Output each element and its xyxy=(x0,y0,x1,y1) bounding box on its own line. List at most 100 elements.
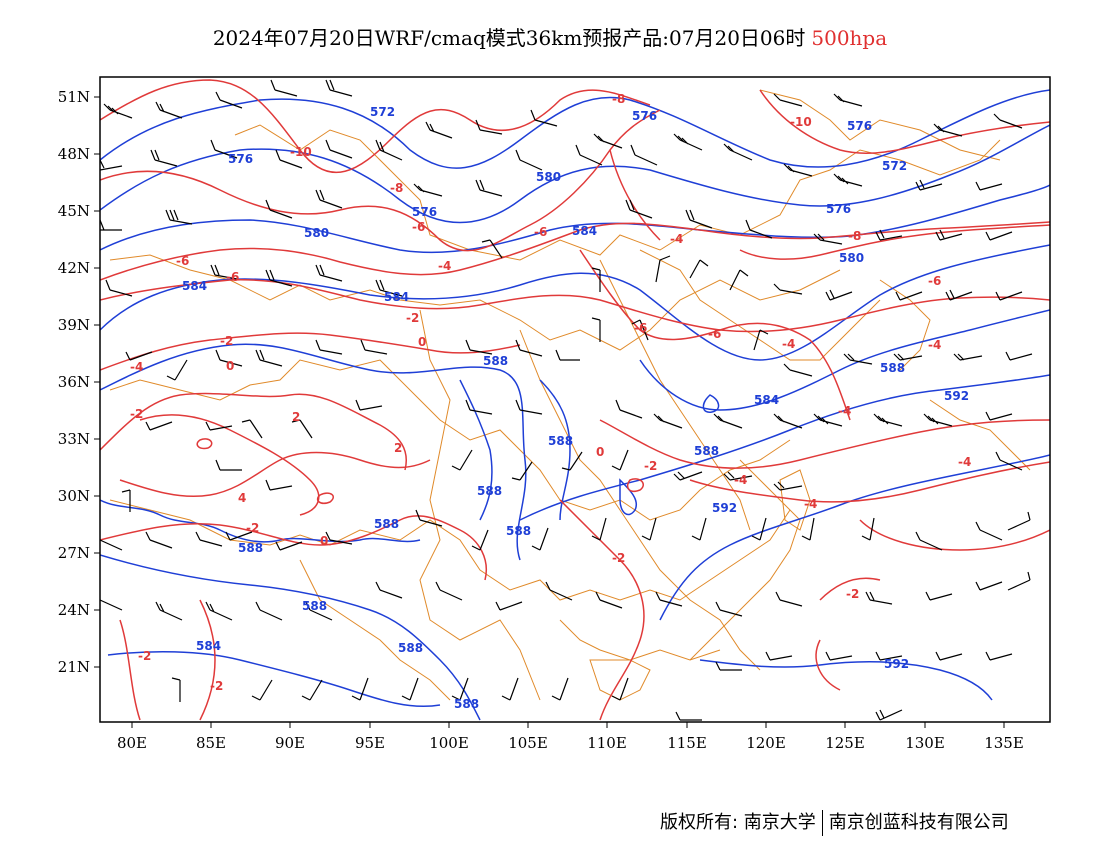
wind-barbs xyxy=(100,79,1033,721)
temp-label: 0 xyxy=(226,359,234,373)
temp-label: -4 xyxy=(734,473,747,487)
lat-label: 45N xyxy=(58,202,90,220)
height-label: 592 xyxy=(884,657,909,671)
lon-label: 100E xyxy=(429,734,469,752)
temp-label: -8 xyxy=(848,229,861,243)
height-label: 588 xyxy=(398,641,423,655)
temp-label: -2 xyxy=(846,587,859,601)
temp-label: -2 xyxy=(220,334,233,348)
temp-label: 2 xyxy=(292,410,300,424)
lat-label: 21N xyxy=(58,658,90,676)
temp-label: -2 xyxy=(130,407,143,421)
lon-label: 90E xyxy=(275,734,305,752)
height-label: 572 xyxy=(370,105,395,119)
temp-label: -2 xyxy=(406,311,419,325)
temp-label: -4 xyxy=(838,404,851,418)
temp-label: 4 xyxy=(238,491,246,505)
temp-label: -6 xyxy=(928,274,941,288)
temperature-contours xyxy=(100,79,1050,721)
lat-label: 30N xyxy=(58,487,90,505)
height-label: 592 xyxy=(944,389,969,403)
temperature-contour-labels: -10 -8 -6 -6 -4 -8 -6 -4 -2 0 -2 -4 -2 2… xyxy=(130,92,971,693)
temp-label: -4 xyxy=(804,497,817,511)
height-label: 588 xyxy=(302,599,327,613)
height-label: 584 xyxy=(384,290,409,304)
title-main: 2024年07月20日WRF/cmaq模式36km预报产品:07月20日06时 xyxy=(212,26,806,50)
temp-label: -2 xyxy=(210,679,223,693)
lat-label: 27N xyxy=(58,544,90,562)
map-frame xyxy=(99,76,1051,723)
lon-label: 135E xyxy=(984,734,1024,752)
height-label: 588 xyxy=(506,524,531,538)
lon-label: 110E xyxy=(587,734,627,752)
lon-label: 95E xyxy=(355,734,385,752)
height-label: 592 xyxy=(712,501,737,515)
lon-label: 125E xyxy=(825,734,865,752)
footer-divider xyxy=(821,810,823,836)
height-label: 584 xyxy=(196,639,221,653)
height-label: 580 xyxy=(304,226,329,240)
lat-label: 48N xyxy=(58,145,90,163)
temp-label: -4 xyxy=(438,259,451,273)
temp-label: -6 xyxy=(176,254,189,268)
height-contour-labels: 572 576 576 580 576 580 584 584 584 588 … xyxy=(182,105,969,711)
height-label: 584 xyxy=(572,224,597,238)
temp-label: -4 xyxy=(670,232,683,246)
temp-label: -8 xyxy=(612,92,625,106)
temp-label: -8 xyxy=(390,181,403,195)
lat-label: 51N xyxy=(58,88,90,106)
height-label: 588 xyxy=(548,434,573,448)
latitude-labels: 51N 48N 45N 42N 39N 36N 33N 30N 27N 24N … xyxy=(58,88,90,676)
height-label: 588 xyxy=(238,541,263,555)
copyright-owner: 版权所有: 南京大学 xyxy=(660,812,816,833)
map-title: 2024年07月20日WRF/cmaq模式36km预报产品:07月20日06时 5… xyxy=(0,22,1100,51)
longitude-labels: 80E 85E 90E 95E 100E 105E 110E 115E 120E… xyxy=(117,734,1024,752)
temp-label: -10 xyxy=(790,115,812,129)
temp-label: -6 xyxy=(708,327,721,341)
lon-label: 85E xyxy=(196,734,226,752)
copyright-footer: 版权所有: 南京大学 南京创蓝科技有限公司 xyxy=(660,808,1009,836)
lon-label: 120E xyxy=(746,734,786,752)
height-label: 576 xyxy=(847,119,872,133)
temp-label: 2 xyxy=(394,441,402,455)
lat-label: 39N xyxy=(58,316,90,334)
temp-label: -6 xyxy=(534,225,547,239)
temp-label: -4 xyxy=(928,338,941,352)
temp-label: -4 xyxy=(130,360,143,374)
height-label: 576 xyxy=(228,152,253,166)
temp-label: -2 xyxy=(644,459,657,473)
plot-area: 572 576 576 580 576 580 584 584 584 588 … xyxy=(100,79,1050,721)
lon-label: 115E xyxy=(667,734,707,752)
temp-label: -2 xyxy=(612,551,625,565)
height-label: 588 xyxy=(374,517,399,531)
height-label: 588 xyxy=(483,354,508,368)
height-label: 576 xyxy=(412,205,437,219)
height-label: 588 xyxy=(477,484,502,498)
temp-label: -4 xyxy=(782,337,795,351)
height-label: 588 xyxy=(880,361,905,375)
temp-label: -2 xyxy=(138,649,151,663)
copyright-company: 南京创蓝科技有限公司 xyxy=(828,812,1009,833)
lat-label: 24N xyxy=(58,601,90,619)
height-label: 580 xyxy=(536,170,561,184)
height-label: 588 xyxy=(694,444,719,458)
height-label: 576 xyxy=(826,202,851,216)
temp-label: -4 xyxy=(958,455,971,469)
lon-label: 130E xyxy=(905,734,945,752)
lon-label: 105E xyxy=(508,734,548,752)
height-label: 580 xyxy=(839,251,864,265)
temp-label: -2 xyxy=(246,521,259,535)
height-label: 584 xyxy=(182,279,207,293)
axis-ticks xyxy=(94,96,1005,728)
temp-label: 0 xyxy=(596,445,604,459)
temp-label: 0 xyxy=(320,534,328,548)
height-label: 584 xyxy=(754,393,779,407)
lon-label: 80E xyxy=(117,734,147,752)
height-label: 572 xyxy=(882,159,907,173)
lat-label: 33N xyxy=(58,430,90,448)
title-level: 500hpa xyxy=(811,26,888,50)
lat-label: 36N xyxy=(58,373,90,391)
temp-label: -6 xyxy=(634,321,647,335)
temp-label: -6 xyxy=(226,270,239,284)
